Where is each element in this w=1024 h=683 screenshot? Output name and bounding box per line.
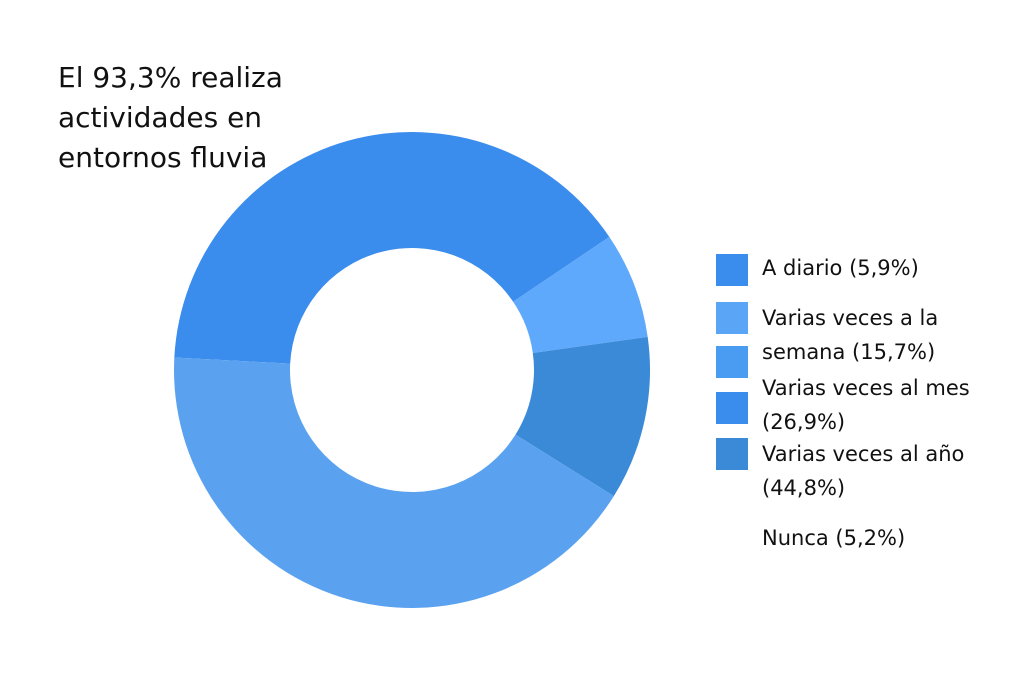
legend-label: semana (15,7%) [762,340,936,364]
legend-item: Varias veces al año (44,8%) [716,438,1016,508]
legend-label: Varias veces a la [762,306,939,330]
donut-slice-varias-veces-a-la-semana [173,357,614,608]
legend-label: Nunca (5,2%) [762,526,906,550]
legend-swatch [716,254,748,286]
legend-label: (26,9%) [762,410,846,434]
legend-label: Varias veces al mes [762,376,970,400]
legend-swatch [716,302,748,334]
legend-item: Varias veces al mes (26,9%) [716,372,1016,442]
legend-swatch [716,392,748,424]
legend-item: Varias veces a la semana (15,7%) [716,302,1016,372]
donut-slice-a-diario [513,236,648,354]
legend-item: A diario (5,9%) [716,252,1016,322]
legend-swatch [716,346,748,378]
legend-swatch [716,438,748,470]
chart-title: El 93,3% realiza actividades en entornos… [58,61,283,174]
legend-item: Nunca (5,2%) [716,522,1016,592]
legend-label: A diario (5,9%) [762,256,919,280]
donut-slice-nunca [515,336,650,497]
legend-label: (44,8%) [762,476,846,500]
legend-label: Varias veces al año [762,442,965,466]
donut-slice-varias-veces-al-ano [174,131,610,364]
